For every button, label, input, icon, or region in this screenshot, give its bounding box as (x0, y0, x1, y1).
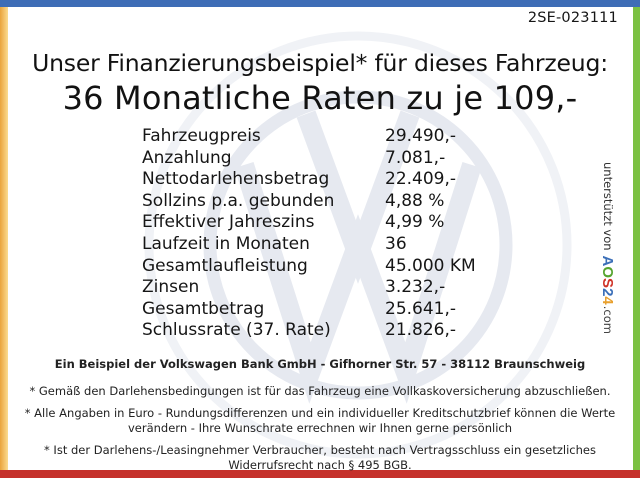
row-value: 3.232,- (385, 277, 446, 298)
footer: Ein Beispiel der Volkswagen Bank GmbH - … (0, 357, 640, 480)
row-label: Fahrzeugpreis (142, 126, 261, 146)
row-value: 29.490,- (385, 126, 457, 146)
row-value: 45.000 KM (385, 255, 476, 276)
row-value: 4,99 % (385, 212, 445, 233)
table-row: Anzahlung 7.081,- (142, 148, 476, 170)
footnote-line: * Ist der Darlehens-/Leasingnehmer Verbr… (44, 443, 596, 457)
row-label: Anzahlung (142, 147, 232, 168)
frame-top-bar (0, 0, 640, 7)
row-label: Effektiver Jahreszins (142, 212, 315, 233)
footnote-insurance: * Gemäß den Darlehensbedingungen ist für… (0, 384, 640, 399)
footnote-line: Widerrufsrecht nach § 495 BGB. (228, 458, 412, 472)
row-value: 7.081,- (385, 147, 446, 168)
frame-left-bar (0, 7, 8, 470)
aos24-logo-letter: A (599, 255, 616, 267)
frame-bottom-bar (0, 470, 640, 478)
footnote-withdrawal-right: * Ist der Darlehens-/Leasingnehmer Verbr… (0, 443, 640, 473)
aos24-logo-letter: 4 (599, 296, 616, 305)
aos24-logo: AOS24 (599, 256, 616, 305)
row-value: 25.641,- (385, 298, 457, 319)
frame-right-bar (633, 7, 640, 470)
footnote-line: verändern - Ihre Wunschrate errechnen wi… (127, 421, 513, 435)
row-label: Sollzins p.a. gebunden (142, 190, 335, 211)
table-row: Fahrzeugpreis 29.490,- (142, 126, 476, 148)
vw-logo-watermark-icon (144, 31, 572, 459)
table-row: Gesamtlaufleistung 45.000 KM (142, 256, 476, 278)
table-row: Effektiver Jahreszins 4,99 % (142, 212, 476, 234)
row-label: Laufzeit in Monaten (142, 233, 310, 254)
supported-by-label: unterstützt von (601, 162, 615, 251)
table-row: Nettodarlehensbetrag 22.409,- (142, 169, 476, 191)
row-value: 22.409,- (385, 169, 457, 190)
footnote-line: * Alle Angaben in Euro - Rundungsdiffere… (24, 406, 616, 420)
page-title: Unser Finanzierungsbeispiel* für dieses … (32, 49, 608, 77)
row-label: Zinsen (142, 277, 200, 298)
aos24-logo-letter: O (599, 266, 616, 279)
aos24-logo-letter: S (599, 278, 616, 289)
row-value: 4,88 % (385, 190, 445, 211)
table-row: Schlussrate (37. Rate) 21.826,- (142, 320, 476, 342)
supported-by-sidebar: unterstützt von AOS24.com (599, 162, 616, 334)
row-label: Nettodarlehensbetrag (142, 169, 330, 190)
row-label: Gesamtlaufleistung (142, 255, 308, 276)
row-label: Gesamtbetrag (142, 298, 265, 319)
monthly-rate-headline: 36 Monatliche Raten zu je 109,- (62, 79, 578, 117)
row-label: Schlussrate (37. Rate) (142, 320, 331, 341)
table-row: Gesamtbetrag 25.641,- (142, 299, 476, 321)
aos24-domain-suffix: .com (601, 305, 615, 334)
reference-number: 2SE-023111 (527, 10, 618, 26)
row-value: 36 (385, 233, 407, 254)
table-row: Zinsen 3.232,- (142, 277, 476, 299)
financing-table: Fahrzeugpreis 29.490,- Anzahlung 7.081,-… (142, 126, 476, 342)
table-row: Laufzeit in Monaten 36 (142, 234, 476, 256)
row-value: 21.826,- (385, 320, 457, 341)
table-row: Sollzins p.a. gebunden 4,88 % (142, 191, 476, 213)
footnote-euro-values: * Alle Angaben in Euro - Rundungsdiffere… (0, 406, 640, 436)
footnote-line: * Gemäß den Darlehensbedingungen ist für… (29, 384, 611, 398)
bank-info-line: Ein Beispiel der Volkswagen Bank GmbH - … (54, 357, 586, 371)
